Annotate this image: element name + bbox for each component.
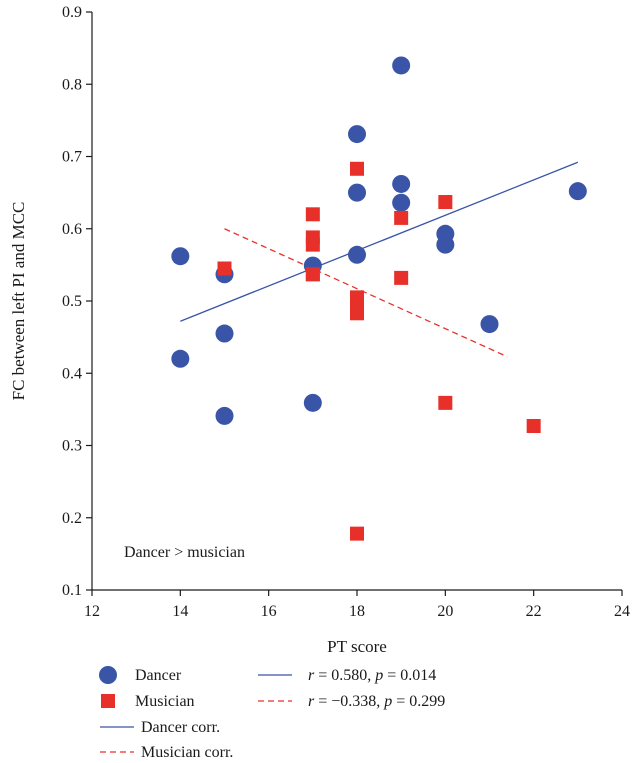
y-tick-label: 0.1 [62,582,82,599]
legend-stat-r-label: r [308,667,315,684]
dancer-point [392,193,411,212]
musician-point [350,161,364,176]
legend-label: Dancer [135,667,182,684]
x-tick-label: 20 [437,603,453,620]
y-tick-label: 0.7 [62,149,82,166]
dancer-point [348,183,366,202]
musician-point [350,526,364,541]
legend-stat-p-value: = 0.299 [392,693,445,710]
dancer-point [392,56,411,75]
legend-symbol-musician [101,694,115,708]
dancer-point [215,406,234,425]
y-tick-label: 0.8 [62,76,82,93]
x-tick-label: 22 [526,603,542,620]
musician-point [305,267,320,282]
dancer-point [303,393,322,412]
legend: Dancer Musician Dancer corr. Musician corr.… [99,666,445,761]
legend-stat-text: r = 0.580, p = 0.014 [308,667,436,684]
data-points [171,56,587,541]
x-tick-label: 24 [614,603,630,620]
x-tick-label: 14 [172,603,188,620]
dancer-point [568,182,587,201]
fit-line-musician [224,228,508,358]
musician-point [526,418,541,433]
legend-stat-p-label: p [383,693,392,710]
legend-stat-p-value: = 0.014 [383,667,436,684]
legend-stat-r-value: = 0.580, [314,667,375,684]
y-tick-label: 0.4 [62,365,82,382]
musician-point [350,306,364,321]
y-tick-label: 0.2 [62,510,82,527]
dancer-point [215,324,234,343]
legend-symbol-dancer [99,666,117,684]
y-tick-label: 0.6 [62,221,82,238]
group-annotation: Dancer > musician [124,544,245,561]
musician-point [438,195,453,210]
axis-ticks: 12 14 16 18 20 22 24 0.1 0.2 0.3 0.4 0.5 0.6 0.7 0.8 0.… [62,4,630,620]
musician-point [394,210,409,225]
legend-stat-text: r = −0.338, p = 0.299 [308,693,445,710]
legend-stat-p-label: p [374,667,383,684]
musician-point [305,207,320,222]
legend-label: Musician [135,693,195,710]
legend-label: Dancer corr. [141,719,220,736]
correlation-lines [180,161,579,358]
x-tick-label: 12 [84,603,100,620]
fit-line-dancer [180,161,579,322]
musician-point [305,237,320,252]
x-tick-label: 16 [261,603,277,620]
legend-stat-r-value: = −0.338, [314,693,384,710]
musician-point [217,261,232,276]
dancer-point [480,315,499,334]
y-tick-label: 0.5 [62,293,82,310]
musician-point [394,270,409,285]
dancer-point [171,349,190,368]
dancer-point [348,245,366,264]
legend-stat-r-label: r [308,693,315,710]
y-tick-label: 0.3 [62,438,82,455]
x-axis-title: PT score [327,637,387,656]
legend-label: Musician corr. [141,744,233,761]
dancer-point [348,125,366,144]
dancer-point [436,235,455,254]
dancer-point [392,174,411,193]
y-axis-title: FC between left PI and MCC [9,202,28,401]
dancer-point [171,247,190,266]
musician-point [438,395,453,410]
x-tick-label: 18 [349,603,365,620]
y-tick-label: 0.9 [62,4,82,21]
